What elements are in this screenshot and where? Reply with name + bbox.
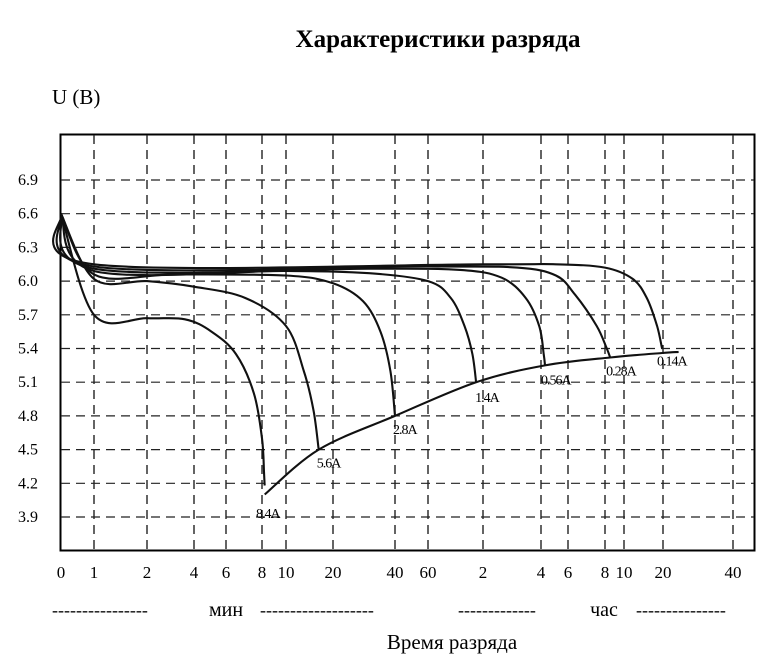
grid-lines (61, 135, 754, 550)
y-tick-label-3: 6.0 (18, 273, 38, 290)
x-unit-labels: ---------------- мин -------------------… (52, 599, 726, 621)
y-tick-label-6: 5.1 (18, 374, 38, 391)
y-tick-label-10: 3.9 (18, 509, 38, 526)
x-tick-label-13: 8 (601, 563, 610, 582)
x-tick-label-12: 6 (564, 563, 573, 582)
x-axis-label: Время разряда (387, 630, 518, 654)
x-unit-minutes-dashes-left: ---------------- (52, 600, 148, 620)
y-tick-label-7: 4.8 (18, 408, 38, 425)
curve-2 (60, 213, 397, 417)
curve-label-3: 1.4A (475, 391, 501, 406)
x-tick-label-15: 20 (655, 563, 672, 582)
y-tick-label-0: 6.9 (18, 172, 38, 189)
curve-6 (52, 213, 664, 349)
curve-5 (55, 213, 612, 358)
curve-4 (59, 213, 547, 366)
y-tick-label-1: 6.6 (18, 206, 38, 223)
curve-label-4: 0.56A (541, 373, 573, 388)
x-unit-minutes: мин (209, 599, 243, 621)
y-tick-label-8: 4.5 (18, 442, 38, 459)
discharge-curves (52, 213, 679, 496)
x-unit-hours-dashes-right: --------------- (636, 600, 726, 620)
curve-0 (60, 213, 266, 486)
x-tick-label-4: 6 (222, 563, 231, 582)
curve-labels: 8.4A 5.6A 2.8A 1.4A 0.56A 0.28A 0.14A (256, 355, 690, 523)
curve-1 (60, 213, 320, 450)
y-tick-labels: 6.9 6.6 6.3 6.0 5.7 5.4 5.1 4.8 4.5 4.2 3.9 (18, 172, 38, 526)
x-tick-label-9: 60 (420, 563, 437, 582)
x-unit-hours-dashes-left: ------------- (458, 600, 536, 620)
x-unit-minutes-dashes-right: ------------------- (260, 600, 374, 620)
y-tick-label-4: 5.7 (18, 307, 38, 324)
curve-3 (60, 213, 478, 383)
curve-label-5: 0.28A (606, 364, 638, 379)
x-tick-label-11: 4 (537, 563, 546, 582)
x-tick-label-10: 2 (479, 563, 488, 582)
x-tick-label-6: 10 (278, 563, 295, 582)
x-tick-label-8: 40 (387, 563, 404, 582)
x-tick-label-5: 8 (258, 563, 267, 582)
y-axis-label: U (В) (52, 85, 100, 109)
curve-label-0: 8.4A (256, 507, 281, 522)
x-tick-label-3: 4 (190, 563, 199, 582)
x-unit-hours: час (590, 599, 618, 621)
x-tick-label-2: 2 (143, 563, 152, 582)
curve-label-2: 2.8A (393, 423, 419, 438)
curve-label-1: 5.6A (317, 457, 343, 472)
y-tick-label-9: 4.2 (18, 475, 38, 492)
x-tick-label-0: 0 (57, 563, 66, 582)
curve-7 (264, 350, 679, 496)
curve-label-6: 0.14A (657, 355, 689, 370)
y-tick-label-5: 5.4 (18, 341, 38, 358)
plot-frame (59, 133, 756, 552)
x-tick-label-14: 10 (616, 563, 633, 582)
x-tick-label-7: 20 (325, 563, 342, 582)
x-tick-label-16: 40 (725, 563, 742, 582)
chart-title: Характеристики разряда (296, 26, 581, 53)
x-tick-labels: 0 1 2 4 6 8 10 20 40 60 2 4 6 8 10 20 40 (57, 563, 742, 582)
y-tick-label-2: 6.3 (18, 239, 38, 256)
x-tick-label-1: 1 (90, 563, 99, 582)
